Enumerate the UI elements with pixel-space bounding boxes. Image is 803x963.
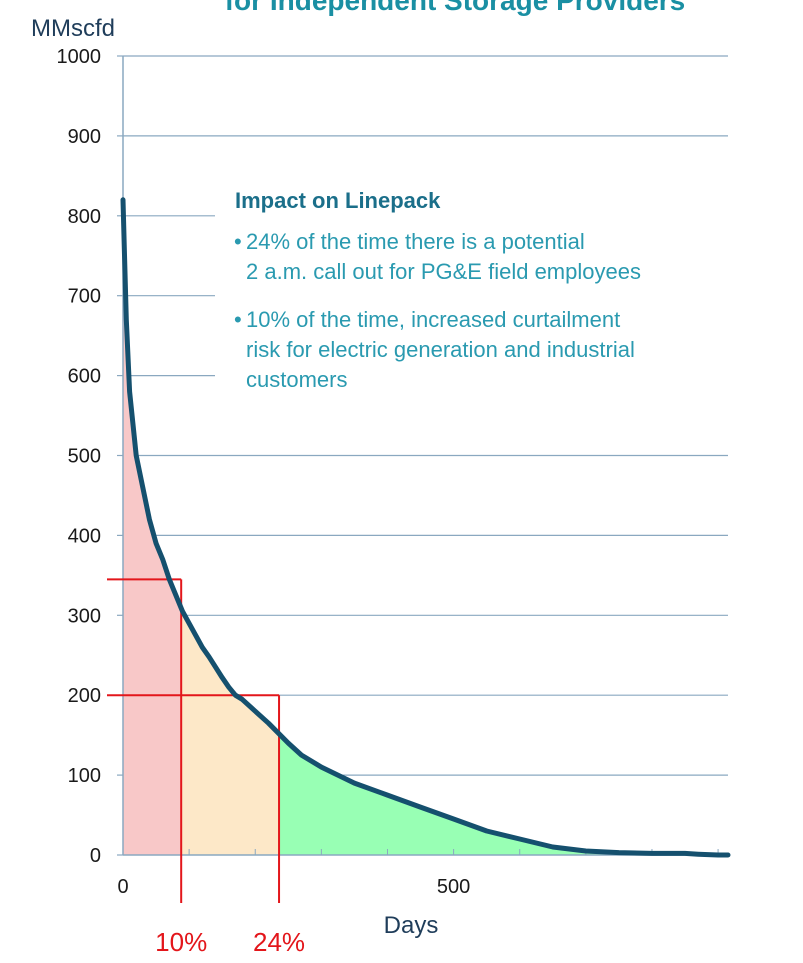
y-axis-title: MMscfd bbox=[31, 15, 115, 42]
annotation-bullet-marker: • bbox=[234, 229, 242, 254]
y-tick-label: 800 bbox=[68, 206, 101, 228]
annotation-bullet-line: 2 a.m. call out for PG&E field employees bbox=[246, 259, 641, 284]
y-tick-label: 600 bbox=[68, 366, 101, 388]
x-tick-label: 0 bbox=[117, 876, 128, 898]
y-tick-label: 300 bbox=[68, 605, 101, 627]
marker-label: 10% bbox=[155, 927, 207, 957]
x-axis-title: Days bbox=[384, 912, 439, 939]
y-tick-label: 500 bbox=[68, 446, 101, 468]
y-tick-label: 0 bbox=[90, 845, 101, 867]
series-line bbox=[120, 197, 731, 858]
x-tick-label: 500 bbox=[437, 876, 470, 898]
annotation-bullet-line: 10% of the time, increased curtailment bbox=[246, 307, 620, 332]
chart-title: for Independent Storage Providers bbox=[225, 0, 686, 16]
marker-label: 24% bbox=[253, 927, 305, 957]
y-tick-label: 200 bbox=[68, 685, 101, 707]
y-tick-label: 400 bbox=[68, 525, 101, 547]
annotation-bullet-line: customers bbox=[246, 367, 347, 392]
annotation-bullet-line: 24% of the time there is a potential bbox=[246, 229, 585, 254]
shaded-region bbox=[279, 733, 728, 855]
y-tick-label: 1000 bbox=[57, 46, 102, 68]
y-tick-label: 700 bbox=[68, 286, 101, 308]
annotation-background bbox=[215, 176, 801, 416]
annotation-bullet-line: risk for electric generation and industr… bbox=[246, 337, 635, 362]
annotation-title: Impact on Linepack bbox=[235, 188, 441, 213]
y-tick-label: 100 bbox=[68, 765, 101, 787]
annotation-bullet-marker: • bbox=[234, 307, 242, 332]
shaded-region bbox=[123, 199, 182, 855]
shaded-region bbox=[181, 608, 280, 855]
annotation-box: Impact on Linepack • 24% of the time ther… bbox=[215, 176, 801, 416]
y-tick-label: 900 bbox=[68, 126, 101, 148]
